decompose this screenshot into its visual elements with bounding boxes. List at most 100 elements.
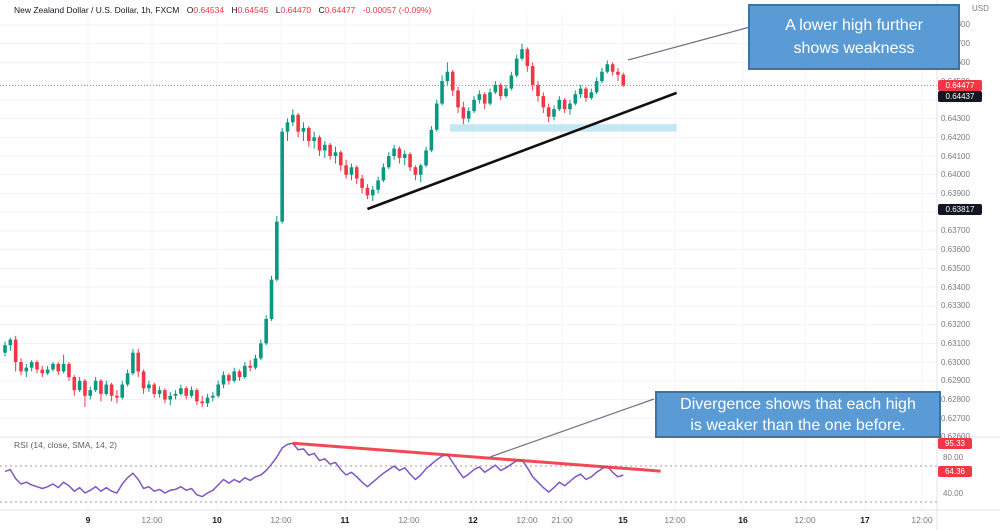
price-axis-tick: 0.62900	[941, 376, 970, 386]
ohlc-low-value: 0.64470	[280, 5, 312, 15]
candle	[312, 131, 316, 149]
callout-divergence-line1: Divergence shows that each high	[680, 395, 916, 413]
candle	[434, 99, 439, 132]
candle	[568, 99, 572, 115]
ohlc-close-label: C	[318, 5, 325, 15]
candle	[344, 159, 348, 179]
candle	[402, 150, 407, 166]
callout-pointer-line[interactable]	[489, 398, 655, 458]
price-axis-tick: 0.64300	[941, 114, 970, 124]
candle	[179, 384, 183, 396]
price-axis-tick: 0.62800	[941, 395, 970, 404]
candle	[88, 386, 93, 400]
candle	[152, 382, 157, 398]
candle	[83, 378, 87, 408]
candle	[19, 358, 23, 376]
candle	[456, 86, 460, 113]
price-axis-tick: 0.64100	[941, 151, 970, 161]
candle	[573, 90, 578, 106]
candle	[40, 365, 45, 378]
candle	[264, 315, 268, 346]
callout-divergence[interactable]: Divergence shows that each high is weake…	[655, 391, 941, 438]
price-axis-tick: 0.63700	[941, 226, 970, 236]
candle	[397, 146, 402, 164]
candle	[621, 72, 626, 87]
price-axis-tick: 0.63300	[941, 301, 970, 311]
callout-lower-high-line2: shows weakness	[793, 40, 915, 57]
callout-pointer-line[interactable]	[627, 26, 751, 61]
candle	[605, 60, 610, 74]
candle	[338, 150, 343, 172]
ohlc-high-value: 0.64545	[237, 5, 269, 15]
candle	[520, 43, 524, 61]
candle	[509, 71, 514, 91]
candle	[578, 84, 583, 98]
callout-divergence-line2: is weaker than the one before.	[690, 416, 906, 434]
candle	[317, 135, 322, 157]
candle	[376, 176, 380, 194]
candle	[104, 380, 109, 396]
candle	[498, 82, 503, 100]
rsi-indicator-title[interactable]: RSI (14, close, SMA, 14, 2)	[14, 440, 117, 450]
symbol-title[interactable]: New Zealand Dollar / U.S. Dollar, 1h, FX…	[14, 5, 180, 15]
time-axis-tick: 11	[340, 515, 350, 525]
time-axis-tick: 16	[738, 515, 748, 525]
rsi-line	[4, 442, 624, 498]
candle	[227, 373, 231, 385]
price-axis-tick: 0.63000	[941, 357, 970, 367]
price-axis-tick: 0.63600	[941, 245, 970, 255]
ohlc-high-label: H	[231, 5, 238, 15]
last-price-label: 0.64477	[938, 79, 982, 91]
time-axis-tick: 12:00	[141, 515, 163, 525]
candle	[125, 369, 130, 387]
ohlc-close-value: 0.64477	[324, 5, 356, 15]
candle	[365, 184, 370, 200]
candle	[184, 386, 189, 400]
candle	[205, 393, 210, 408]
time-axis-tick: 12:00	[398, 515, 420, 525]
candle	[450, 69, 455, 97]
candle	[461, 101, 466, 125]
resistance-zone[interactable]	[450, 124, 677, 132]
time-axis-tick: 10	[212, 515, 222, 525]
candle	[237, 369, 242, 381]
candle	[440, 75, 444, 106]
candle	[386, 152, 391, 170]
candle	[163, 388, 167, 404]
callout-lower-high[interactable]: A lower high further shows weakness	[748, 4, 960, 70]
price-axis-tick: 0.62600	[941, 432, 970, 442]
candle	[3, 341, 7, 357]
candle	[189, 386, 194, 398]
rsi-divergence-line[interactable]	[292, 441, 661, 473]
ohlc-low-label: L	[275, 5, 281, 15]
candle	[349, 163, 354, 181]
candle	[594, 77, 599, 95]
candle	[24, 363, 29, 378]
price-axis-tick: 0.63200	[941, 320, 970, 330]
time-axis-tick: 15	[618, 515, 628, 525]
candle	[536, 81, 540, 102]
candle	[269, 275, 274, 321]
price-axis-tick: 0.64200	[941, 132, 970, 142]
support-trendline[interactable]	[366, 91, 678, 211]
candle	[323, 141, 327, 158]
candle	[333, 146, 338, 164]
candle	[131, 348, 135, 376]
time-axis-tick: 21:00	[551, 515, 573, 525]
candle	[13, 335, 18, 372]
time-axis-tick: 12:00	[794, 515, 816, 525]
candle	[301, 122, 306, 142]
candle	[466, 107, 471, 123]
candle	[328, 142, 332, 160]
candle	[413, 165, 418, 181]
candle	[141, 369, 146, 394]
price-axis-tick: 0.63900	[941, 188, 970, 198]
candle	[514, 54, 519, 78]
candle	[488, 88, 492, 106]
rsi-red-value-label: 64.36	[938, 465, 972, 477]
candle	[136, 348, 141, 378]
candle	[67, 362, 71, 381]
time-axis-tick: 12:00	[270, 515, 292, 525]
